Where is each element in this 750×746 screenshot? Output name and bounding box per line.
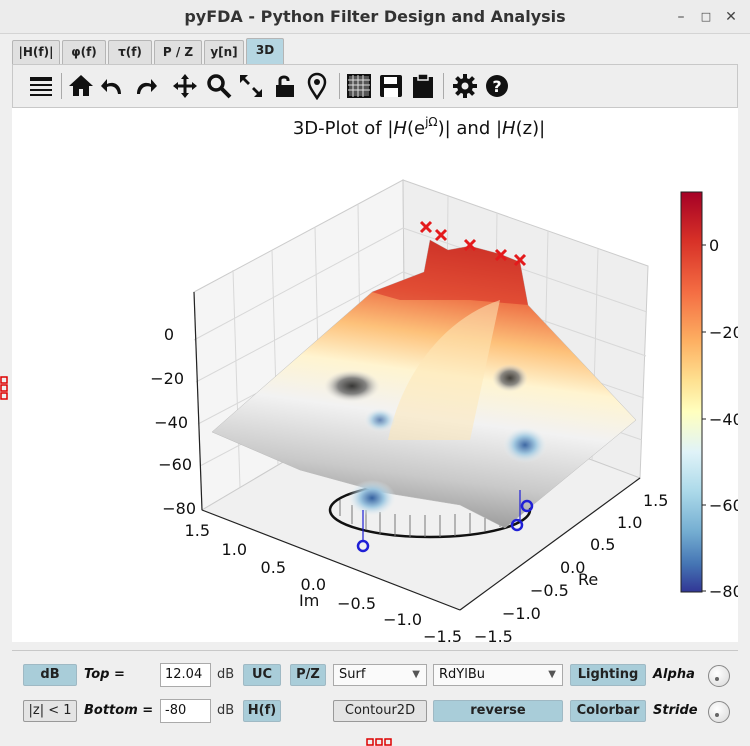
re-tick-label: 0.5 <box>590 535 615 554</box>
im-axis-label: Im <box>299 591 319 610</box>
bottom-label: Bottom = <box>84 703 154 718</box>
im-tick-labels: 1.5 1.0 0.5 0.0 −0.5 −1.0 −1.5 <box>185 521 462 646</box>
pole-marker <box>463 238 477 252</box>
save-icon[interactable] <box>377 72 405 100</box>
alpha-dial[interactable] <box>708 665 730 687</box>
top-input[interactable]: 12.04 <box>160 663 211 687</box>
pole-marker <box>494 248 508 262</box>
marker-icon[interactable] <box>303 72 331 101</box>
tab-impulse[interactable]: y[n] <box>204 40 244 64</box>
stride-dial[interactable] <box>708 701 730 723</box>
stride-label: Stride <box>653 703 698 718</box>
lighting-button[interactable]: Lighting <box>570 664 646 686</box>
maximize-icon[interactable]: □ <box>700 10 712 23</box>
zoom-icon[interactable] <box>205 72 233 100</box>
magnitude-surface <box>211 239 637 529</box>
chevron-down-icon: ▼ <box>548 669 556 680</box>
re-tick-label: −1.0 <box>502 604 541 623</box>
zero-marker <box>520 499 534 513</box>
colorbar-tick-label: −80 <box>709 582 738 601</box>
contour2d-button[interactable]: Contour2D <box>333 700 427 722</box>
im-tick-label: −0.5 <box>337 594 376 613</box>
re-tick-label: 1.0 <box>617 513 642 532</box>
zero-markers <box>356 490 534 553</box>
colorbar-tick-label: −40 <box>709 410 738 429</box>
im-tick-label: −1.0 <box>383 610 422 629</box>
unit-circle-toggle-button[interactable]: |z| < 1 <box>23 700 77 722</box>
zero-marker <box>356 539 370 553</box>
grid-icon[interactable] <box>345 72 373 100</box>
pole-markers <box>419 220 527 267</box>
plot-toolbar: ? <box>12 64 738 108</box>
alpha-label: Alpha <box>653 667 695 682</box>
axes <box>193 291 641 611</box>
z-tick-label: −60 <box>158 455 192 474</box>
bottom-unit: dB <box>217 703 235 718</box>
uc-button[interactable]: UC <box>243 664 281 686</box>
tab-3d[interactable]: 3D <box>246 38 284 64</box>
colorbar-button[interactable]: Colorbar <box>570 700 646 722</box>
tab-phase[interactable]: φ(f) <box>62 40 106 64</box>
minimize-icon[interactable]: – <box>677 9 685 25</box>
db-toggle-button[interactable]: dB <box>23 664 77 686</box>
undo-icon[interactable] <box>99 72 127 100</box>
colormap-select[interactable]: RdYlBu ▼ <box>433 664 563 686</box>
title-bar: pyFDA - Python Filter Design and Analysi… <box>0 0 750 34</box>
im-tick-label: 1.5 <box>185 521 210 540</box>
re-axis-label: Re <box>578 570 598 589</box>
top-label: Top = <box>84 667 125 682</box>
surface-plot[interactable]: 3D-Plot of |H(ejΩ)| and |H(z)| <box>12 108 743 646</box>
im-tick-label: 0.0 <box>301 575 326 594</box>
im-tick-label: −1.5 <box>423 627 462 642</box>
plot-type-select[interactable]: Surf ▼ <box>333 664 427 686</box>
resize-handle-icon[interactable] <box>0 376 8 400</box>
gear-icon[interactable] <box>451 72 479 100</box>
close-icon[interactable]: ✕ <box>725 9 737 25</box>
clipboard-icon[interactable] <box>409 72 437 100</box>
colorbar-tick-label: 0 <box>709 236 719 255</box>
tab-magnitude[interactable]: |H(f)| <box>12 40 60 64</box>
resize-handle-icon[interactable] <box>366 738 392 746</box>
im-tick-label: 1.0 <box>222 540 247 559</box>
control-panel: dB Top = 12.04 dB UC P/Z Surf ▼ RdYlBu ▼ L… <box>12 650 738 732</box>
z-tick-label: −80 <box>162 499 196 518</box>
re-tick-label: −1.5 <box>474 627 513 642</box>
reverse-button[interactable]: reverse <box>433 700 563 722</box>
chevron-down-icon: ▼ <box>412 669 420 680</box>
pz-button[interactable]: P/Z <box>290 664 326 686</box>
colorbar-tick-label: −60 <box>709 496 738 515</box>
lock-icon[interactable] <box>271 72 299 100</box>
z-tick-label: −40 <box>154 413 188 432</box>
re-tick-label: −0.5 <box>530 581 569 600</box>
window-title: pyFDA - Python Filter Design and Analysi… <box>184 7 566 26</box>
zero-marker <box>510 518 524 532</box>
plot-title: 3D-Plot of |H(ejΩ)| and |H(z)| <box>293 115 545 139</box>
im-tick-label: 0.5 <box>261 558 286 577</box>
re-tick-label: 1.5 <box>643 491 668 510</box>
tab-pole-zero[interactable]: P / Z <box>154 40 202 64</box>
home-icon[interactable] <box>67 72 95 100</box>
pole-marker <box>434 228 448 242</box>
help-icon[interactable]: ? <box>483 72 511 100</box>
svg-text:?: ? <box>492 77 501 96</box>
redo-icon[interactable] <box>131 72 159 100</box>
bottom-input[interactable]: -80 <box>160 699 211 723</box>
colorbar-tick-label: −20 <box>709 323 738 342</box>
z-tick-label: −20 <box>150 369 184 388</box>
top-unit: dB <box>217 667 235 682</box>
hf-button[interactable]: H(f) <box>243 700 281 722</box>
menu-icon[interactable] <box>27 72 55 100</box>
plot-area: 3D-Plot of |H(ejΩ)| and |H(z)| <box>12 108 743 646</box>
re-tick-label: 0.0 <box>560 558 585 577</box>
pole-marker <box>419 220 433 234</box>
z-tick-labels: 0 −20 −40 −60 −80 <box>150 325 196 518</box>
tab-group-delay[interactable]: τ(f) <box>108 40 152 64</box>
pan-icon[interactable] <box>171 72 199 100</box>
colorbar: 0 −20 −40 −60 −80 <box>680 191 743 601</box>
re-tick-labels: 1.5 1.0 0.5 0.0 −0.5 −1.0 −1.5 <box>474 491 668 646</box>
z-tick-label: 0 <box>164 325 174 344</box>
pole-marker <box>513 253 527 267</box>
fullscreen-icon[interactable] <box>237 72 265 100</box>
